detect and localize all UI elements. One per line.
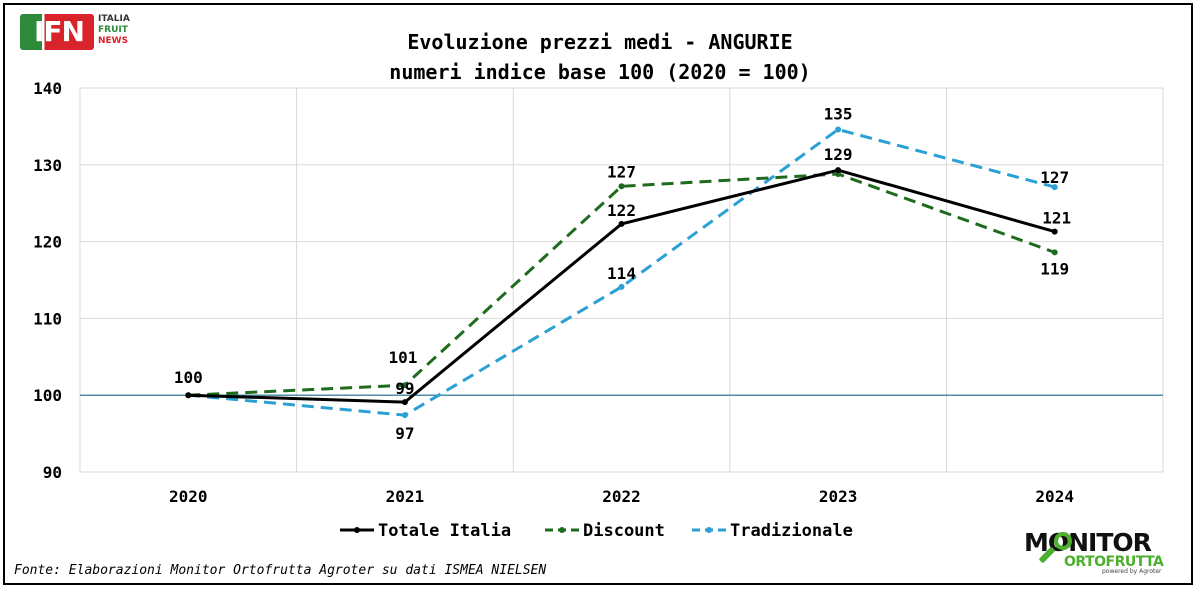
data-label: 127 xyxy=(1040,168,1069,187)
monitor-ortofrutta-logo: MONITOR ORTOFRUTTA powered by Agroter xyxy=(1024,528,1184,578)
data-point xyxy=(1051,184,1058,191)
data-label: 114 xyxy=(607,264,636,283)
data-label: 121 xyxy=(1042,209,1071,228)
data-label: 119 xyxy=(1040,259,1069,278)
legend-marker xyxy=(559,527,565,533)
data-point xyxy=(835,167,842,174)
ifn-logo-line3: NEWS xyxy=(98,36,129,46)
data-label: 99 xyxy=(395,379,414,398)
data-point xyxy=(1051,249,1058,256)
y-tick-label: 110 xyxy=(33,309,62,328)
x-tick-label: 2020 xyxy=(169,487,208,506)
data-label: 129 xyxy=(824,145,853,164)
data-label: 97 xyxy=(395,424,414,443)
ifn-logo: IFN ITALIA FRUIT NEWS xyxy=(20,14,144,54)
data-point xyxy=(835,126,842,133)
ortofrutta-logo-word: ORTOFRUTTA xyxy=(1064,554,1164,570)
legend-marker xyxy=(706,527,712,533)
series-line-discount xyxy=(188,172,1056,397)
legend-label: Discount xyxy=(583,521,665,541)
chart-subtitle: numeri indice base 100 (2020 = 100) xyxy=(389,60,811,84)
ifn-logo-line2: FRUIT xyxy=(98,25,128,35)
ifn-logo-letters: IFN xyxy=(34,15,85,48)
plot-area xyxy=(79,87,1164,473)
data-point xyxy=(401,382,408,389)
data-point xyxy=(618,283,625,290)
data-point xyxy=(618,220,625,227)
data-label: 135 xyxy=(824,104,853,123)
chart-frame xyxy=(3,3,1193,585)
legend-label: Totale Italia xyxy=(378,521,511,541)
x-tick-label: 2024 xyxy=(1035,487,1074,506)
y-tick-label: 140 xyxy=(33,79,62,98)
magnifier-icon xyxy=(1054,532,1072,550)
data-label: 122 xyxy=(607,201,636,220)
x-tick-label: 2021 xyxy=(386,487,425,506)
x-tick-label: 2022 xyxy=(602,487,641,506)
data-point xyxy=(401,412,408,419)
data-label: 127 xyxy=(607,162,636,181)
data-point xyxy=(1051,228,1058,235)
y-tick-label: 100 xyxy=(33,386,62,405)
legend-marker xyxy=(354,527,360,533)
ifn-logo-block xyxy=(20,14,94,50)
data-point xyxy=(185,392,192,399)
monitor-logo-word: MONITOR xyxy=(1024,528,1152,557)
y-tick-label: 90 xyxy=(43,463,62,482)
source-note: Fonte: Elaborazioni Monitor Ortofrutta A… xyxy=(14,563,547,578)
data-point xyxy=(618,183,625,190)
x-tick-label: 2023 xyxy=(819,487,858,506)
y-tick-label: 120 xyxy=(33,233,62,252)
ifn-logo-line1: ITALIA xyxy=(98,14,130,24)
data-label: 101 xyxy=(388,348,417,367)
agroter-logo-word: powered by Agroter xyxy=(1102,568,1162,575)
data-point xyxy=(401,399,408,406)
chart-title: Evoluzione prezzi medi - ANGURIE xyxy=(407,30,793,54)
data-label: 100 xyxy=(174,368,203,387)
y-tick-label: 130 xyxy=(33,156,62,175)
legend-label: Tradizionale xyxy=(730,521,853,541)
